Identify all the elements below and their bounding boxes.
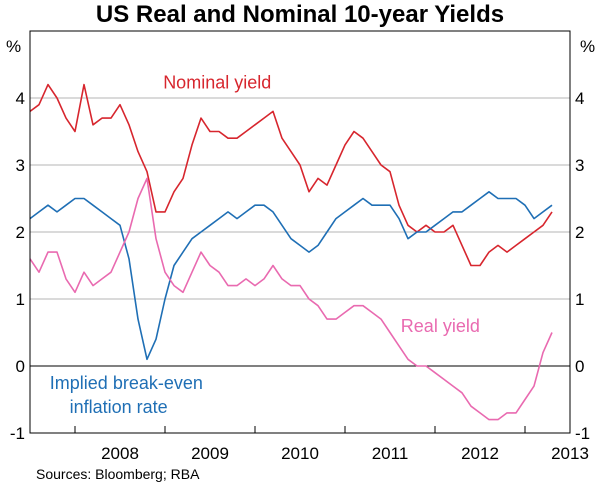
breakeven-label-line2: inflation rate <box>70 397 168 417</box>
x-tick-label: 2013 <box>551 444 589 463</box>
y-tick-label-left: 1 <box>16 290 25 309</box>
real-yield-label: Real yield <box>401 316 480 336</box>
y-tick-label-right: 1 <box>575 290 584 309</box>
x-tick-label: 2012 <box>461 444 499 463</box>
y-tick-label-right: 0 <box>575 357 584 376</box>
series-layer <box>29 83 553 421</box>
breakeven-label-line1: Implied break-even <box>50 373 203 393</box>
y-tick-label-left: -1 <box>10 424 25 443</box>
x-tick-label: 2008 <box>101 444 139 463</box>
chart-title: US Real and Nominal 10-year Yields <box>95 1 505 28</box>
x-tick-label: 2009 <box>191 444 229 463</box>
y-axis-unit-left: % <box>6 37 21 56</box>
implied-break-even-inflation-rate-line <box>29 191 553 361</box>
y-tick-label-right: 4 <box>575 89 584 108</box>
axes: 4 4 3 3 2 2 1 1 0 0 -1 -1 2008 2009 2010 2011 2012 2013 <box>10 89 590 463</box>
nominal-yield-label: Nominal yield <box>163 73 271 93</box>
y-tick-label-left: 4 <box>16 89 25 108</box>
y-tick-label-right: 3 <box>575 156 584 175</box>
chart-source-note: Sources: Bloomberg; RBA <box>36 466 200 482</box>
y-tick-label-right: -1 <box>575 424 590 443</box>
y-tick-label-right: 2 <box>575 223 584 242</box>
y-axis-unit-right: % <box>580 37 595 56</box>
y-tick-label-left: 3 <box>16 156 25 175</box>
nominal-yield-line <box>29 83 553 267</box>
x-tick-label: 2011 <box>372 444 409 463</box>
y-tick-label-left: 0 <box>16 357 25 376</box>
plot-frame <box>29 30 571 434</box>
x-tick-label: 2010 <box>281 444 319 463</box>
real-yield-line <box>29 177 553 421</box>
y-tick-label-left: 2 <box>16 223 25 242</box>
